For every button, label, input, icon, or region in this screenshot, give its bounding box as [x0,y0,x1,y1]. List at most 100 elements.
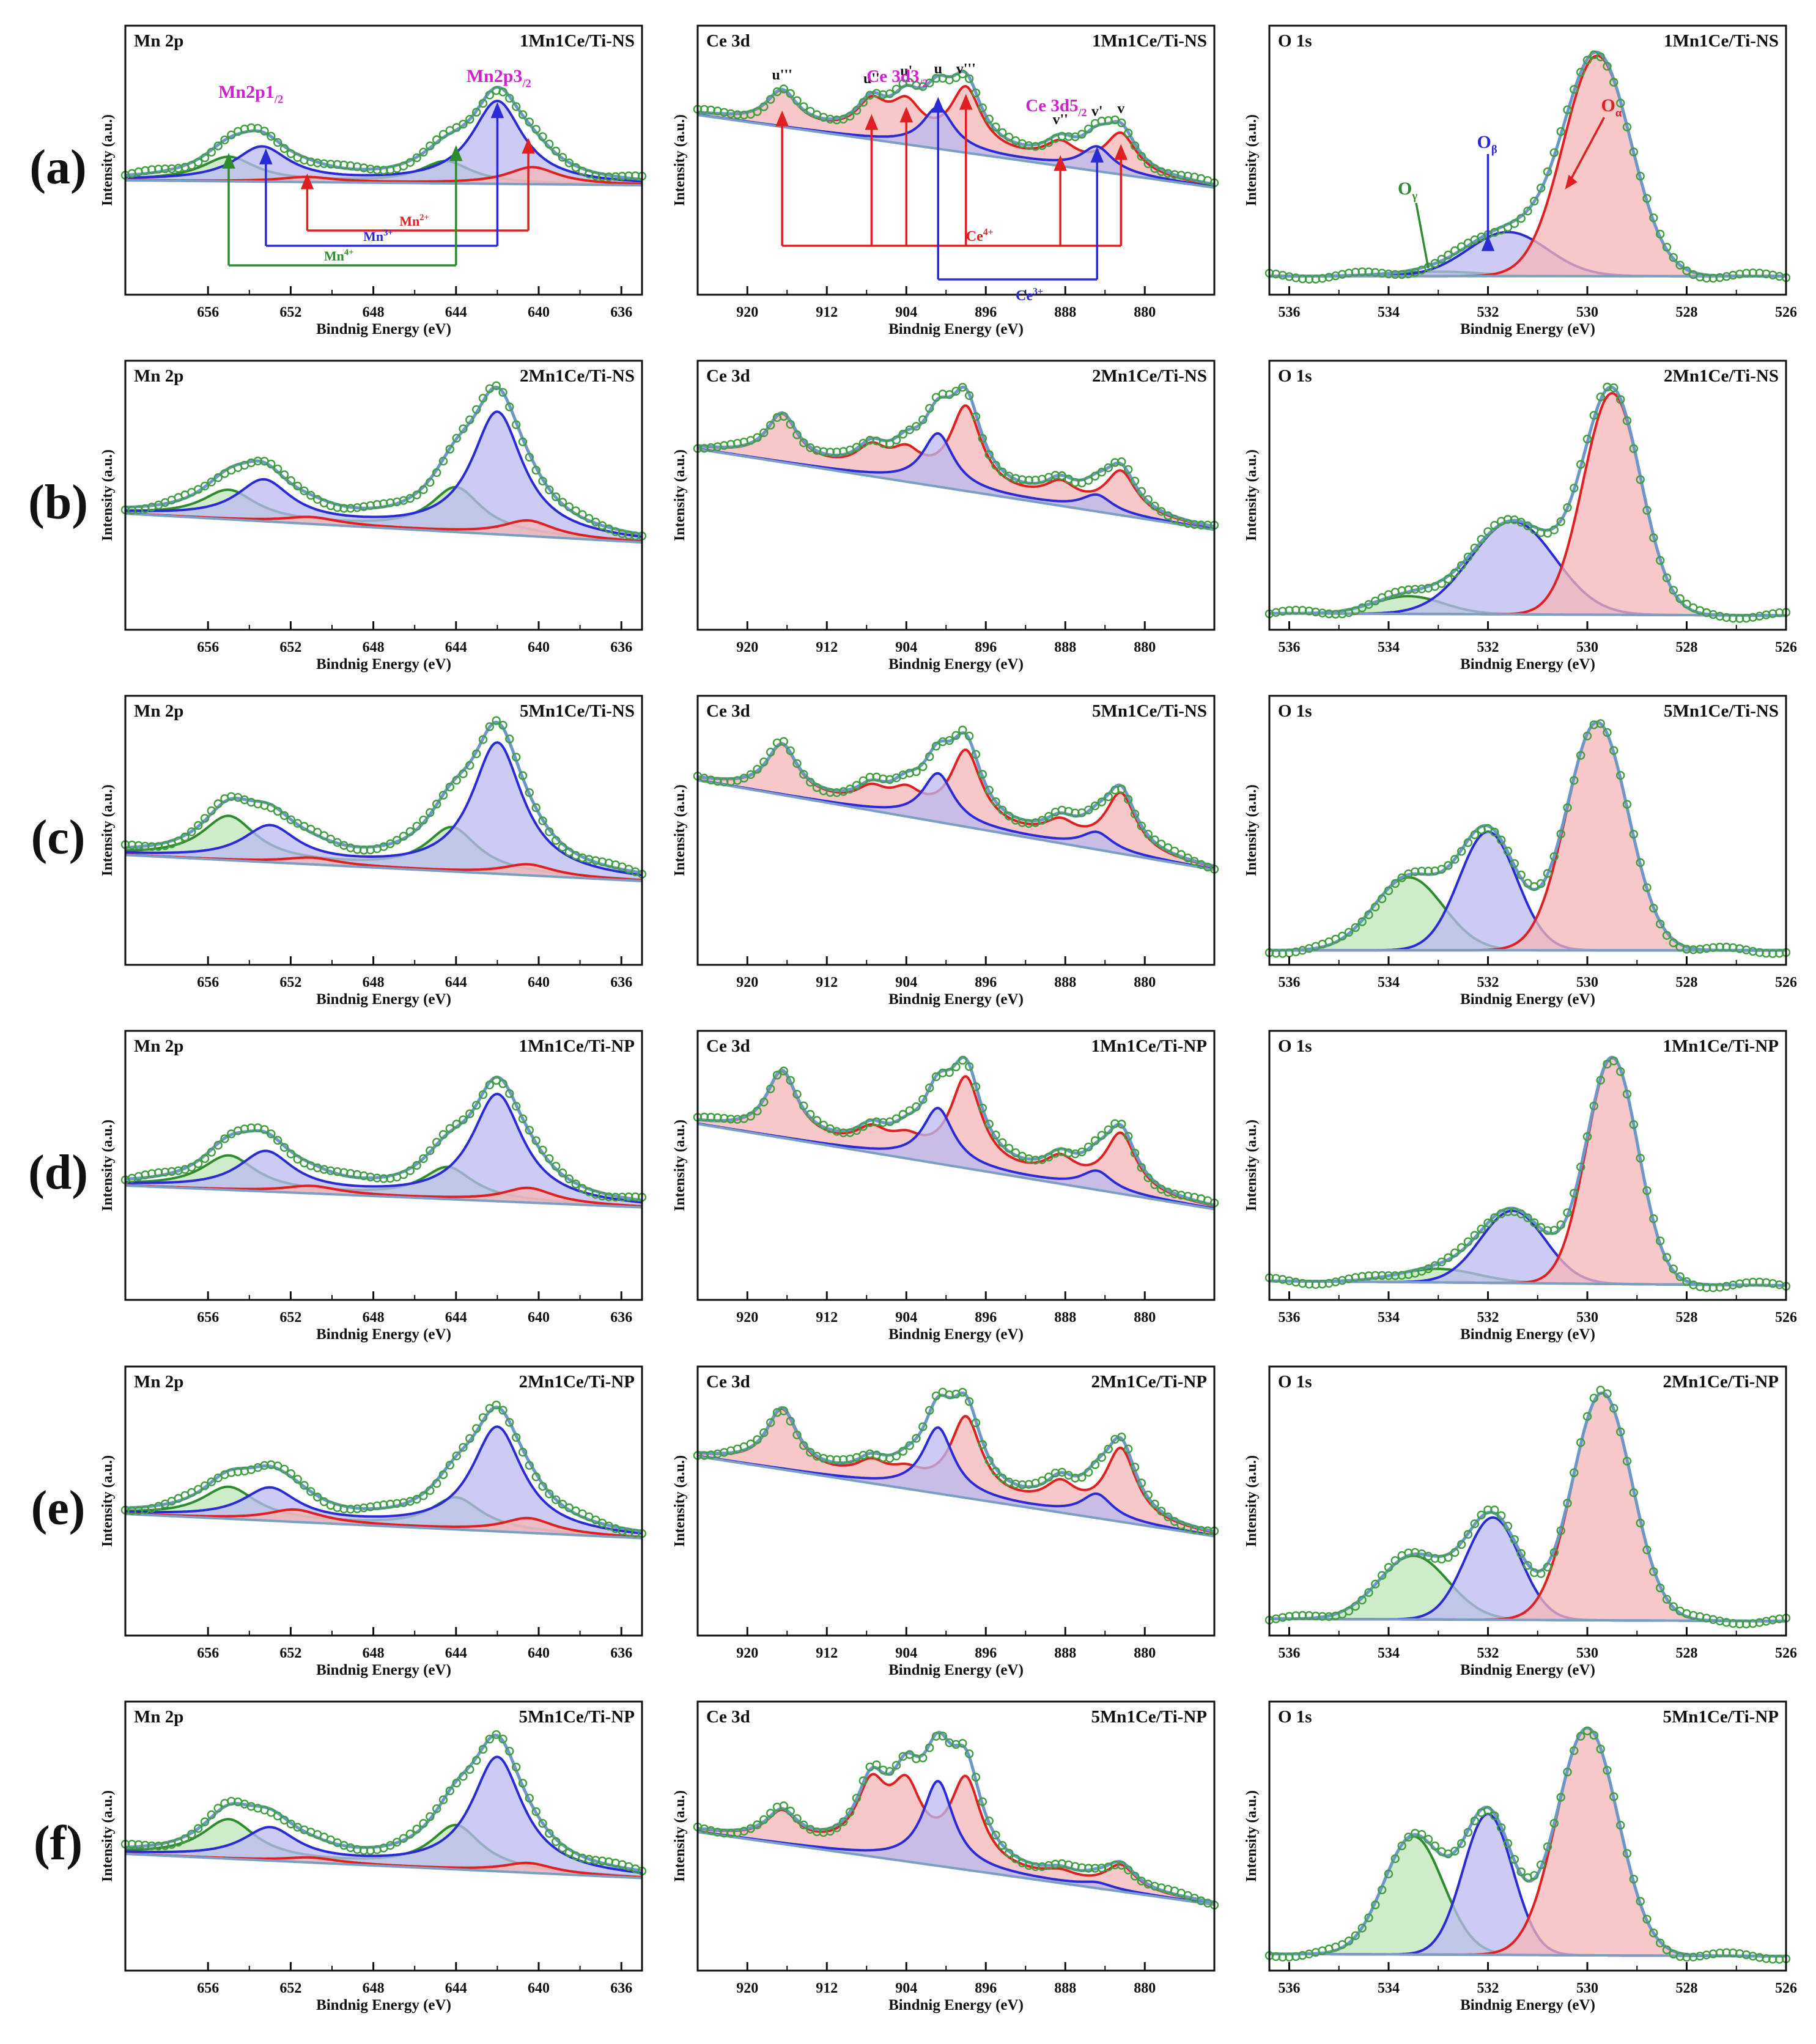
data-point [839,1817,848,1826]
data-point [531,1807,541,1817]
data-point [1430,1841,1440,1851]
data-point [1077,130,1087,139]
data-point [465,1109,474,1118]
x-tick-label: 534 [1378,1645,1400,1661]
o-beta-label: Oβ [1477,132,1497,156]
data-point [1510,219,1519,228]
data-point [1090,1136,1100,1145]
data-point [1404,1832,1413,1842]
data-point [267,803,276,813]
data-point [1004,1143,1014,1153]
x-tick-label: 528 [1676,304,1698,320]
x-tick-label: 536 [1279,975,1301,991]
data-point [1477,1224,1486,1234]
data-point [786,1075,795,1085]
x-tick-label: 636 [610,1980,632,1996]
data-point [279,811,289,821]
mn-arrow-head [522,138,535,154]
data-point [1130,810,1140,819]
data-point [991,122,1000,131]
data-point [1183,853,1192,863]
data-point [207,147,216,157]
data-point [1543,869,1552,878]
ce-peak-label: u''' [772,67,792,83]
data-point [279,1143,289,1152]
data-point [194,485,203,494]
data-point [319,1497,329,1507]
data-point [558,1168,567,1178]
data-point [951,1062,961,1072]
data-point [1543,1562,1552,1572]
panel-element-label: O 1s [1278,701,1312,721]
x-tick-label: 656 [197,1310,219,1326]
component-fill-Ce3+ [698,773,1214,870]
data-point [1570,84,1579,94]
data-point [478,1413,488,1422]
data-point [759,757,769,767]
data-point [564,1848,574,1858]
y-axis-label: Intensity (a.u.) [1244,114,1260,206]
data-point [426,1486,435,1496]
panel-1-4: 920 912 904 896 888 880 Bindnig Energy (eV) Int… [672,1365,1219,1678]
data-point [1669,1602,1678,1611]
x-tick-label: 536 [1279,1310,1301,1326]
data-point [1576,751,1585,760]
data-point [978,434,987,443]
x-tick-label: 912 [816,1645,838,1661]
data-point [845,1807,855,1817]
data-point [1090,471,1100,481]
data-point [405,1166,415,1175]
data-point [945,1068,954,1077]
component-fill-Mn3+ [125,1094,642,1208]
data-point [419,1491,428,1500]
data-point [498,1079,508,1088]
data-point [1371,902,1380,912]
plot-frame [1268,360,1787,631]
data-point [1563,105,1572,114]
data-point [759,102,769,111]
x-tick-label: 912 [816,640,838,655]
data-point [1642,194,1652,203]
component-line-Mn2+ [125,1508,643,1538]
data-point [578,1184,587,1193]
data-point [419,147,428,157]
data-point [571,1179,580,1189]
data-point [326,835,335,844]
data-point [187,1162,196,1172]
component-line-Mn3+ [125,1755,643,1875]
x-tick-label: 904 [895,1980,917,1996]
component-fill-Oβ [1269,521,1786,616]
data-point [746,1824,755,1833]
data-point [1615,98,1625,108]
data-point [872,1760,881,1769]
data-point [1576,1162,1585,1171]
data-point [445,1124,454,1133]
data-point [279,470,289,479]
data-point [1444,1552,1453,1562]
data-point [1483,527,1493,536]
x-tick-label: 920 [736,304,758,320]
y-axis-label: Intensity (a.u.) [100,784,116,876]
data-point [393,1837,402,1847]
data-point [267,459,276,469]
data-point [1556,1793,1565,1802]
data-point [293,1475,302,1484]
panel-sample-label: 1Mn1Ce/Ti-NP [519,1036,635,1056]
data-point [432,1478,441,1488]
data-point [438,791,448,800]
data-point [792,96,802,105]
data-point [958,383,967,392]
x-tick-label: 534 [1378,975,1400,991]
data-point [286,815,295,824]
data-point [1004,1848,1014,1858]
x-tick-label: 636 [610,975,632,991]
data-point [1337,1940,1347,1949]
panel-sample-label: 2Mn1Ce/Ti-NS [1092,366,1207,386]
data-point [1444,574,1453,584]
data-point [552,146,561,156]
data-point [905,1750,914,1759]
data-point [1444,250,1453,260]
data-point [1636,1518,1645,1528]
data-point [405,493,415,503]
data-point [1649,904,1658,913]
